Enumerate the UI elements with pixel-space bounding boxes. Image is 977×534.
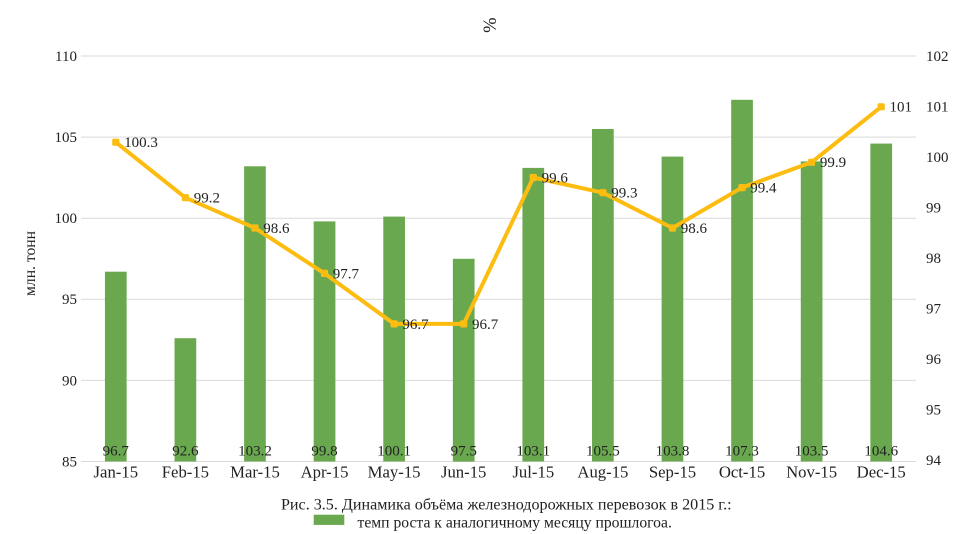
svg-text:110: 110 — [55, 49, 77, 65]
svg-text:Apr-15: Apr-15 — [301, 463, 349, 482]
svg-text:98.6: 98.6 — [681, 221, 708, 237]
svg-text:Nov-15: Nov-15 — [786, 463, 837, 482]
svg-text:млн. тонн: млн. тонн — [22, 231, 39, 296]
svg-text:100: 100 — [926, 150, 949, 166]
svg-text:темп роста к аналогичному меся: темп роста к аналогичному месяцу прошлог… — [358, 515, 672, 532]
svg-text:95: 95 — [62, 292, 77, 308]
svg-text:99.2: 99.2 — [194, 191, 220, 207]
svg-text:Feb-15: Feb-15 — [162, 463, 209, 482]
svg-text:99: 99 — [926, 201, 941, 217]
svg-text:94: 94 — [926, 453, 942, 469]
svg-text:Jun-15: Jun-15 — [441, 463, 486, 482]
svg-text:Sep-15: Sep-15 — [649, 463, 696, 482]
svg-text:96.7: 96.7 — [103, 443, 130, 459]
svg-text:85: 85 — [62, 454, 77, 470]
svg-text:95: 95 — [926, 403, 941, 419]
svg-text:103.8: 103.8 — [656, 443, 690, 459]
svg-text:98: 98 — [926, 251, 941, 267]
svg-text:98.6: 98.6 — [263, 221, 290, 237]
svg-text:Jul-15: Jul-15 — [512, 463, 554, 482]
svg-text:96.7: 96.7 — [402, 317, 429, 333]
svg-text:103.2: 103.2 — [238, 443, 272, 459]
svg-text:97: 97 — [926, 302, 942, 318]
svg-text:101: 101 — [926, 100, 949, 116]
svg-text:Aug-15: Aug-15 — [577, 463, 628, 482]
svg-text:105.5: 105.5 — [586, 443, 620, 459]
svg-text:107.3: 107.3 — [725, 443, 759, 459]
svg-text:%: % — [481, 17, 501, 32]
svg-text:99.9: 99.9 — [820, 155, 846, 171]
svg-text:100: 100 — [55, 211, 78, 227]
svg-text:Oct-15: Oct-15 — [719, 463, 765, 482]
svg-text:99.6: 99.6 — [542, 170, 569, 186]
svg-text:100.3: 100.3 — [124, 135, 158, 151]
svg-text:99.3: 99.3 — [611, 186, 637, 202]
svg-text:105: 105 — [55, 130, 78, 146]
svg-text:103.1: 103.1 — [516, 443, 550, 459]
svg-text:101: 101 — [890, 100, 913, 116]
svg-text:99.8: 99.8 — [311, 443, 337, 459]
svg-text:Mar-15: Mar-15 — [230, 463, 280, 482]
svg-text:100.1: 100.1 — [377, 443, 411, 459]
svg-text:Рис. 3.5. Динамика объёма желе: Рис. 3.5. Динамика объёма железнодорожны… — [281, 497, 732, 514]
svg-text:96.7: 96.7 — [472, 317, 499, 333]
svg-text:104.6: 104.6 — [864, 443, 898, 459]
svg-text:99.4: 99.4 — [750, 181, 777, 197]
svg-text:Dec-15: Dec-15 — [857, 463, 906, 482]
svg-text:102: 102 — [926, 49, 949, 65]
svg-text:May-15: May-15 — [368, 463, 421, 482]
svg-text:103.5: 103.5 — [795, 443, 829, 459]
svg-text:92.6: 92.6 — [172, 443, 199, 459]
svg-text:97.5: 97.5 — [451, 443, 477, 459]
svg-text:Jan-15: Jan-15 — [94, 463, 139, 482]
svg-text:90: 90 — [62, 373, 77, 389]
svg-text:96: 96 — [926, 352, 942, 368]
svg-text:97.7: 97.7 — [333, 266, 360, 282]
